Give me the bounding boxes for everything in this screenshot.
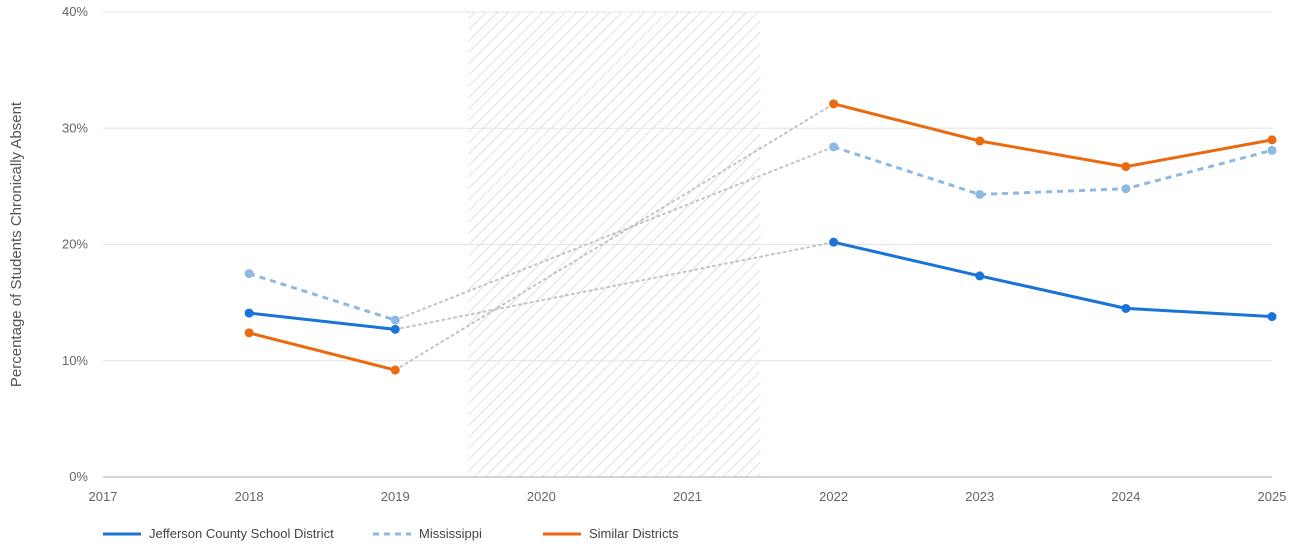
data-point <box>975 271 985 281</box>
data-point <box>975 136 985 146</box>
gap-connector <box>394 102 835 372</box>
x-tick-label: 2022 <box>819 489 848 504</box>
x-tick-label: 2021 <box>673 489 702 504</box>
y-axis-title: Percentage of Students Chronically Absen… <box>8 101 25 387</box>
data-point <box>829 237 839 247</box>
data-point <box>1121 303 1131 313</box>
data-point <box>1121 162 1131 172</box>
data-point <box>390 315 400 325</box>
x-tick-label: 2018 <box>235 489 264 504</box>
legend-label: Similar Districts <box>589 526 679 541</box>
data-point <box>1121 184 1131 194</box>
y-tick-label: 10% <box>62 353 88 368</box>
gap-connector <box>394 241 835 331</box>
data-point <box>975 190 985 200</box>
x-tick-label: 2017 <box>89 489 118 504</box>
series-line <box>833 102 1273 169</box>
y-tick-label: 20% <box>62 237 88 252</box>
data-point <box>244 269 254 279</box>
data-point <box>829 142 839 152</box>
series-line <box>248 331 396 372</box>
data-point <box>390 365 400 375</box>
x-tick-label: 2020 <box>527 489 556 504</box>
x-tick-label: 2023 <box>965 489 994 504</box>
data-point <box>1267 135 1277 145</box>
series-line <box>248 272 396 322</box>
series-line <box>833 240 1273 319</box>
x-tick-label: 2024 <box>1111 489 1140 504</box>
y-tick-label: 0% <box>69 469 88 484</box>
series-line <box>833 145 1273 196</box>
legend-label: Jefferson County School District <box>149 526 334 541</box>
series-line <box>248 311 396 331</box>
data-point <box>1267 312 1277 322</box>
y-tick-label: 40% <box>62 4 88 19</box>
data-point <box>829 99 839 109</box>
data-point <box>1267 145 1277 155</box>
data-point <box>390 324 400 334</box>
y-tick-label: 30% <box>62 120 88 135</box>
x-tick-label: 2025 <box>1258 489 1287 504</box>
data-point <box>244 308 254 318</box>
legend-label: Mississippi <box>419 526 482 541</box>
x-tick-label: 2019 <box>381 489 410 504</box>
gap-connector <box>394 145 835 322</box>
data-point <box>244 328 254 338</box>
